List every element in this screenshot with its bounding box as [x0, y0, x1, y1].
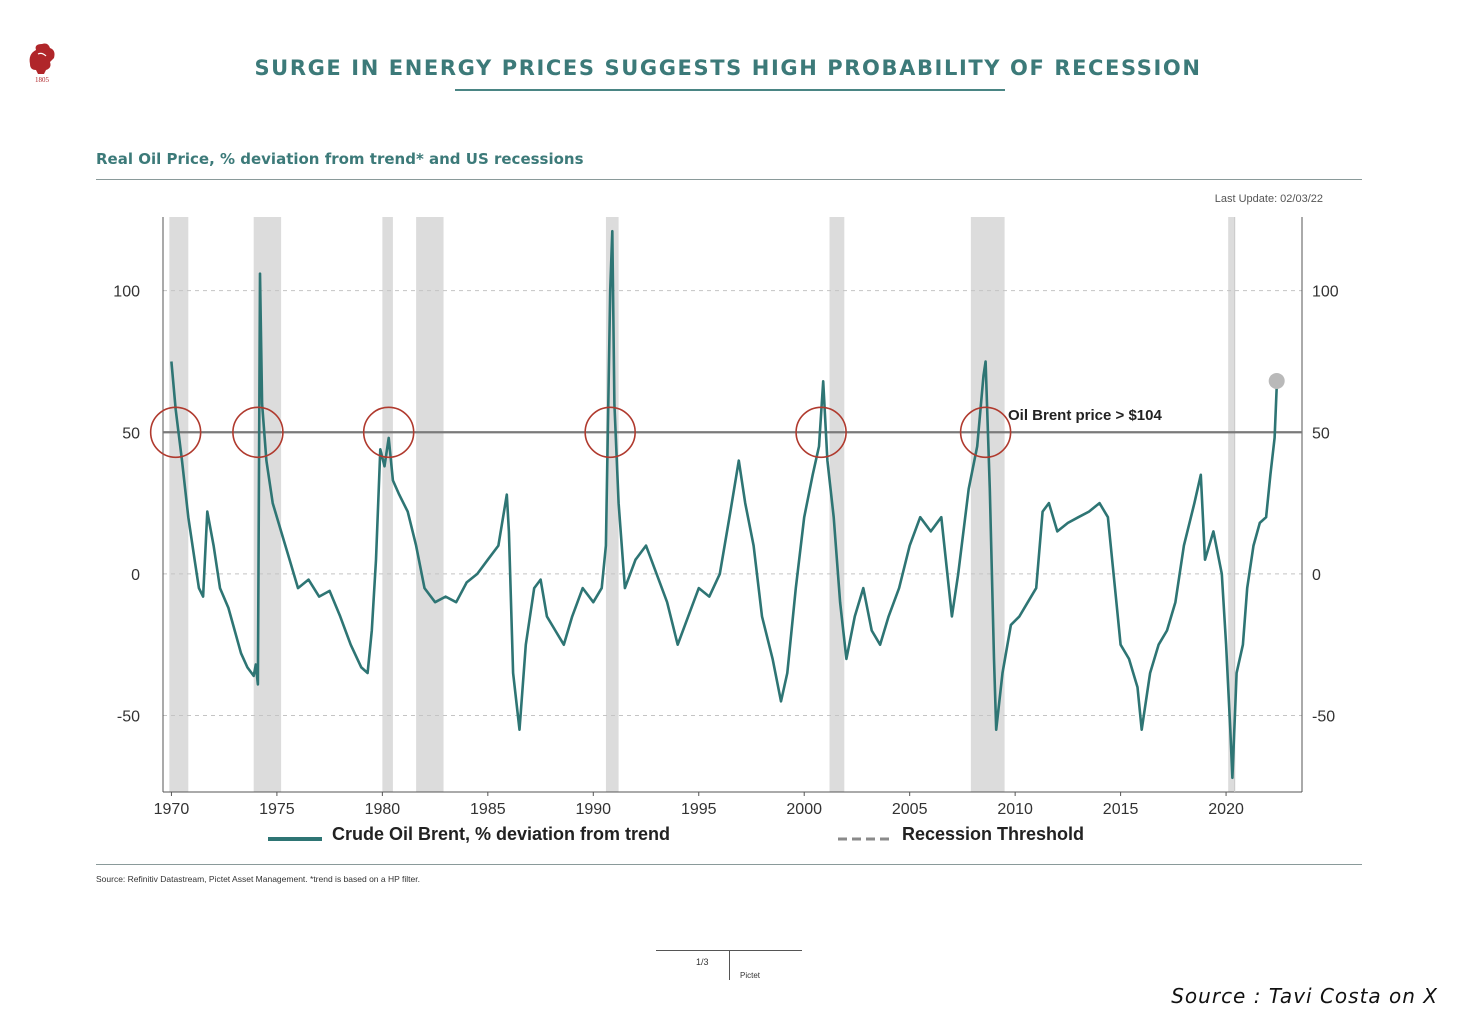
y-tick-right--50: -50: [1312, 709, 1335, 726]
recession-band-3: [416, 217, 444, 792]
legend-series-label: Crude Oil Brent, % deviation from trend: [332, 824, 670, 844]
lion-crest-icon: 1805: [29, 43, 55, 84]
y-tick-labels: 100 100 50 50 0 0 -50 -50: [113, 284, 1339, 726]
y-tick-left-100: 100: [113, 284, 140, 301]
page-title: SURGE IN ENERGY PRICES SUGGESTS HIGH PRO…: [254, 56, 1202, 80]
x-tick-2020: 2020: [1208, 801, 1244, 818]
y-tick-left-0: 0: [131, 567, 140, 584]
legend: Crude Oil Brent, % deviation from trend …: [268, 824, 1084, 844]
x-tick-1990: 1990: [575, 801, 611, 818]
highlight-circle-2: [362, 406, 415, 459]
highlight-circle-5: [959, 406, 1012, 459]
logo-year: 1805: [35, 76, 50, 84]
credit-line: Source : Tavi Costa on X: [1171, 984, 1438, 1008]
x-tick-labels: 1970 1975 1980 1985 1990 1995 2000 2005 2010 2015…: [154, 792, 1244, 818]
y-tick-right-0: 0: [1312, 567, 1321, 584]
page-footer: 1/3 Pictet: [656, 948, 802, 984]
x-tick-1970: 1970: [154, 801, 190, 818]
highlight-circle-4: [795, 406, 847, 459]
highlight-circle-0: [149, 406, 202, 459]
y-tick-left--50: -50: [117, 709, 140, 726]
y-tick-left-50: 50: [122, 425, 140, 442]
last-update-label: Last Update: 02/03/22: [1214, 193, 1323, 205]
x-tick-2015: 2015: [1103, 801, 1139, 818]
recession-bands: [169, 217, 1235, 792]
x-tick-2005: 2005: [892, 801, 928, 818]
title-underline: [455, 89, 1005, 91]
page-footer-divider: [729, 950, 730, 980]
recession-band-0: [169, 217, 189, 792]
recession-band-7: [1228, 217, 1235, 792]
y-tick-right-50: 50: [1312, 425, 1330, 442]
latest-value-dot: [1268, 372, 1285, 389]
page-brand: Pictet: [740, 971, 761, 980]
x-tick-1980: 1980: [365, 801, 401, 818]
recession-band-5: [829, 217, 845, 792]
top-rule: [96, 179, 1362, 180]
bottom-rule: [96, 864, 1362, 865]
highlight-circles: [149, 406, 1012, 459]
recession-band-2: [382, 217, 393, 792]
legend-threshold-label: Recession Threshold: [902, 824, 1084, 844]
chart-subtitle: Real Oil Price, % deviation from trend* …: [96, 150, 584, 168]
y-tick-right-100: 100: [1312, 284, 1339, 301]
x-tick-2010: 2010: [997, 801, 1033, 818]
page-number: 1/3: [696, 957, 709, 967]
x-tick-2000: 2000: [786, 801, 822, 818]
x-tick-1975: 1975: [259, 801, 295, 818]
highlight-circle-3: [584, 406, 636, 459]
x-tick-1995: 1995: [681, 801, 717, 818]
x-tick-1985: 1985: [470, 801, 506, 818]
source-note: Source: Refinitiv Datastream, Pictet Ass…: [96, 874, 420, 884]
highlight-circle-1: [232, 406, 284, 459]
threshold-annotation: Oil Brent price > $104: [1008, 407, 1162, 424]
series-line-brent: [170, 229, 1278, 780]
